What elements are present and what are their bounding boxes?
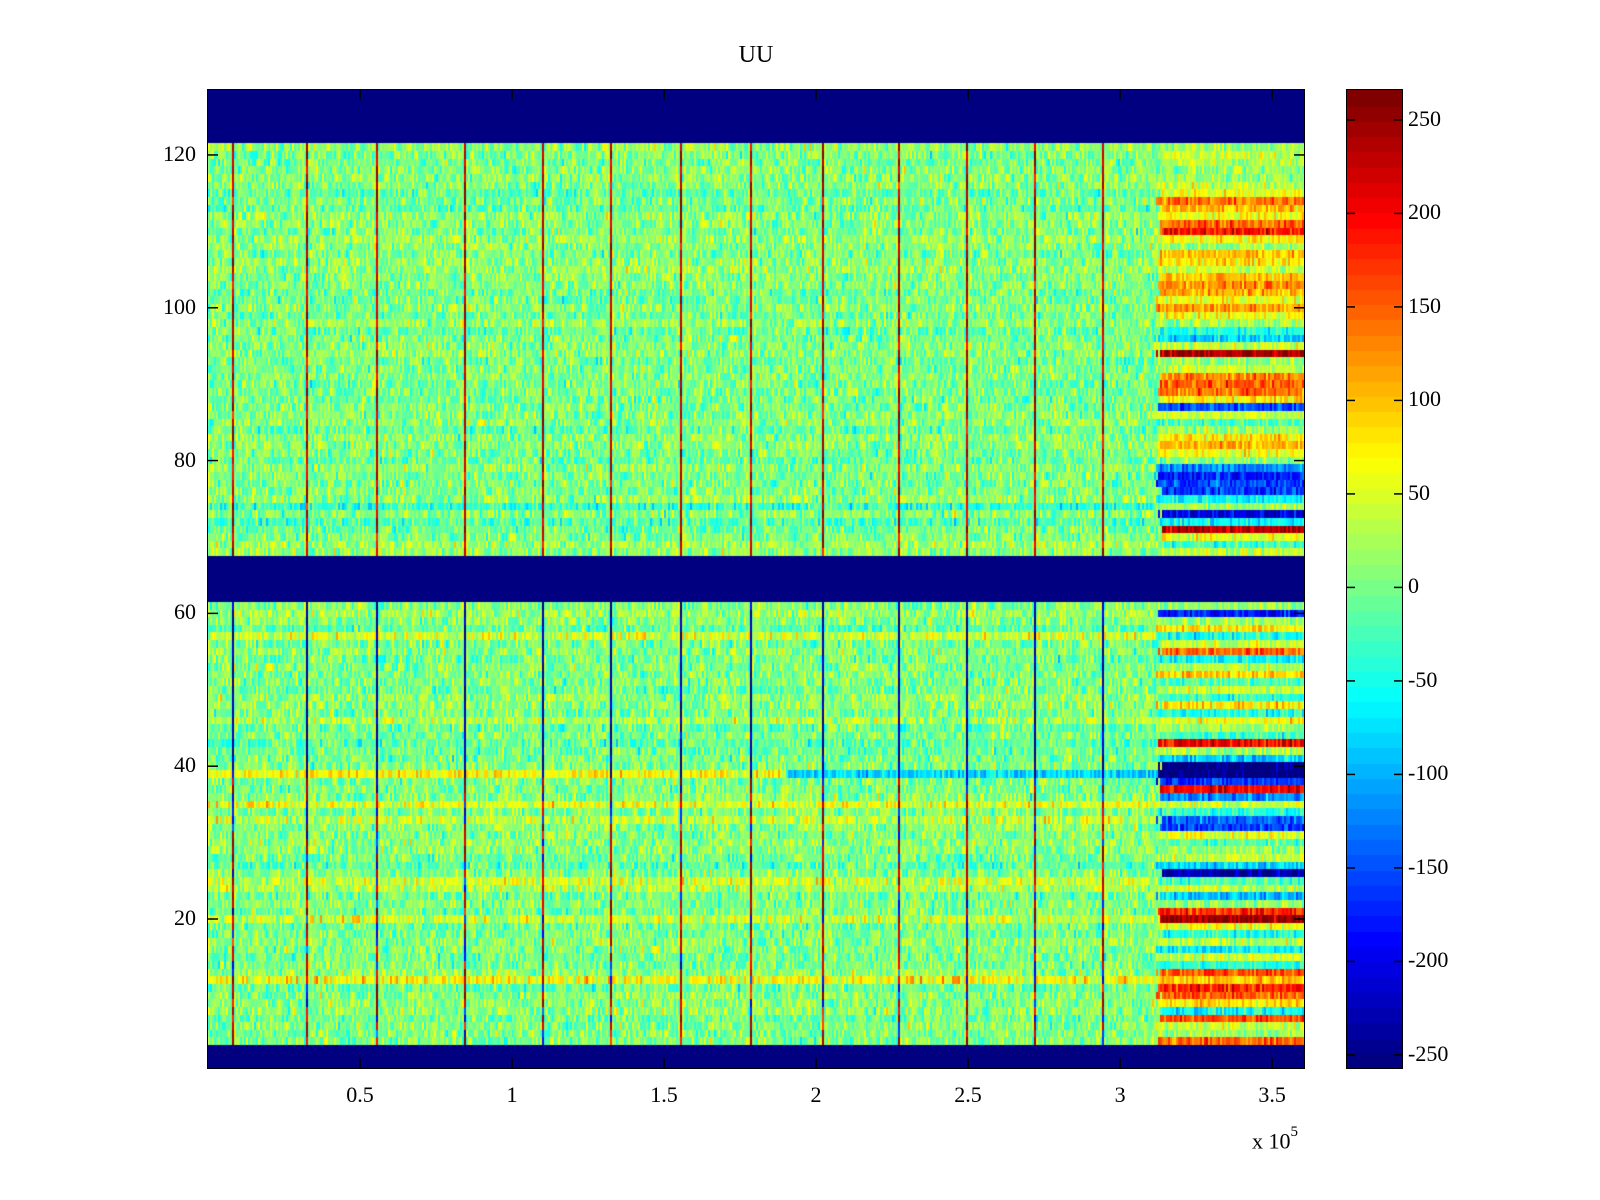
colorbar-tick-label: 250 [1408,105,1441,131]
y-tick-label: 60 [174,599,196,625]
x-multiplier-base: x 10 [1252,1128,1291,1154]
x-tick-label: 3.5 [1258,1082,1286,1107]
y-tick-label: 40 [174,752,196,778]
colorbar-canvas [1347,90,1402,1068]
y-tick-label: 20 [174,905,196,930]
colorbar [1347,90,1402,1068]
chart-title: UU [738,42,774,68]
colorbar-tick-label: 150 [1408,292,1441,318]
colorbar-tick-label: -200 [1408,947,1449,973]
colorbar-tick-label: 100 [1408,386,1441,412]
x-axis-multiplier: x 105 [1252,1124,1298,1154]
x-tick-label: 0.5 [346,1082,374,1107]
x-multiplier-exponent: 5 [1290,1124,1299,1140]
colorbar-tick-label: -250 [1408,1040,1449,1066]
heatmap-canvas [208,90,1304,1068]
colorbar-tick-label: -100 [1408,760,1449,786]
x-tick-label: 3 [1114,1082,1126,1107]
colorbar-tick-label: -150 [1408,853,1449,879]
y-tick-label: 100 [163,293,196,319]
x-tick-label: 1 [506,1082,518,1107]
colorbar-tick-label: 0 [1408,573,1419,599]
heatmap-plot-area [208,90,1304,1068]
x-tick-label: 1.5 [650,1082,678,1107]
x-tick-label: 2 [810,1082,822,1107]
colorbar-tick-label: -50 [1408,666,1438,692]
y-tick-label: 80 [174,446,196,472]
y-tick-label: 120 [163,140,196,166]
colorbar-tick-label: 50 [1408,479,1430,505]
colorbar-tick-label: 200 [1408,199,1441,225]
x-tick-label: 2.5 [954,1082,982,1107]
